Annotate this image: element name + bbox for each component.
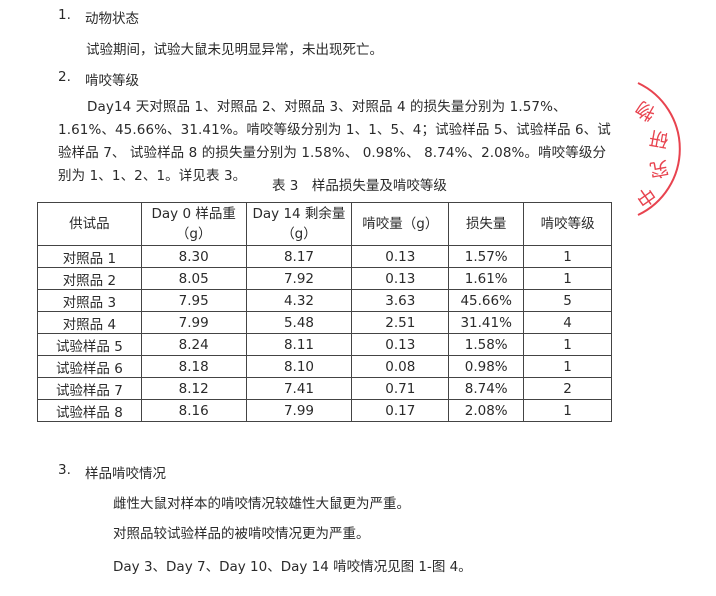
table-cell: 1 [523, 399, 612, 422]
stamp-character: 研 [648, 126, 671, 151]
results-table: 供试品 Day 0 样品重（g） Day 14 剩余量（g） 啃咬量（g） 损失量 啃咬等… [37, 202, 612, 422]
table-cell: 0.08 [351, 355, 450, 378]
table-cell: 2.08% [448, 399, 525, 422]
table-cell: 试验样品 8 [37, 399, 142, 422]
table-row: 对照品 4 7.99 5.48 2.51 31.41% 4 [37, 311, 612, 334]
table-cell: 7.41 [245, 377, 353, 400]
table-cell: 8.18 [140, 355, 247, 378]
table-cell: 5 [523, 289, 612, 312]
table-cell: 7.95 [140, 289, 247, 312]
section-2-title: 啃咬等级 [85, 73, 139, 89]
column-header: Day 0 样品重（g） [140, 202, 247, 246]
table-cell: 0.71 [351, 377, 450, 400]
section-3-line: Day 3、Day 7、Day 10、Day 14 啃咬情况见图 1-图 4。 [113, 559, 472, 575]
table-cell: 1.57% [448, 245, 525, 268]
section-1-title: 动物状态 [85, 11, 139, 27]
section-1-number: 1. [58, 7, 71, 23]
column-header: Day 14 剩余量（g） [245, 202, 353, 246]
table-cell: 7.99 [245, 399, 353, 422]
table-cell: 7.99 [140, 311, 247, 334]
table-cell: 2.51 [351, 311, 450, 334]
table-cell: 对照品 1 [37, 245, 142, 268]
section-2-number: 2. [58, 69, 71, 85]
section-3-title: 样品啃咬情况 [85, 466, 166, 482]
section-3-number: 3. [58, 462, 71, 478]
table-cell: 0.17 [351, 399, 450, 422]
table-row: 试验样品 8 8.16 7.99 0.17 2.08% 1 [37, 399, 612, 422]
stamp-character: 中 [631, 182, 659, 211]
table-cell: 3.63 [351, 289, 450, 312]
section-1-text: 试验期间，试验大鼠未见明显异常，未出现死亡。 [86, 42, 383, 58]
table-cell: 0.98% [448, 355, 525, 378]
table-caption: 表 3 样品损失量及啃咬等级 [272, 178, 447, 194]
section-3-line: 对照品较试验样品的被啃咬情况更为严重。 [113, 526, 370, 542]
column-header: 啃咬等级 [523, 202, 612, 246]
table-cell: 对照品 4 [37, 311, 142, 334]
table-row: 对照品 1 8.30 8.17 0.13 1.57% 1 [37, 245, 612, 268]
table-cell: 45.66% [448, 289, 525, 312]
section-2-paragraph: Day14 天对照品 1、对照品 2、对照品 3、对照品 4 的损失量分别为 1… [58, 99, 611, 184]
table-cell: 0.13 [351, 245, 450, 268]
stamp-character: 究 [648, 156, 671, 181]
table-cell: 31.41% [448, 311, 525, 334]
section-3-line: 雌性大鼠对样本的啃咬情况较雄性大鼠更为严重。 [113, 496, 410, 512]
stamp-character: 物 [632, 96, 659, 125]
table-cell: 对照品 3 [37, 289, 142, 312]
